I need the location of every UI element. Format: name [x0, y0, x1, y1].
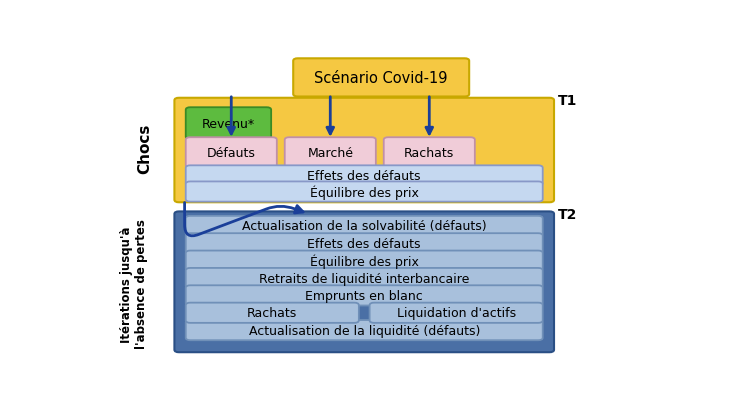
- Text: Défauts: Défauts: [207, 146, 255, 160]
- FancyBboxPatch shape: [174, 99, 554, 203]
- FancyBboxPatch shape: [293, 59, 469, 97]
- FancyBboxPatch shape: [185, 285, 542, 306]
- Text: Itérations jusqu'à
l'absence de pertes: Itérations jusqu'à l'absence de pertes: [120, 219, 147, 348]
- FancyBboxPatch shape: [369, 303, 542, 323]
- FancyBboxPatch shape: [285, 138, 376, 168]
- FancyBboxPatch shape: [185, 268, 542, 288]
- Text: Chocs: Chocs: [137, 123, 153, 173]
- FancyBboxPatch shape: [185, 216, 542, 236]
- FancyBboxPatch shape: [185, 320, 542, 340]
- FancyBboxPatch shape: [185, 303, 359, 323]
- FancyBboxPatch shape: [384, 138, 474, 168]
- Text: Effets des défauts: Effets des défauts: [307, 169, 421, 182]
- FancyBboxPatch shape: [185, 166, 542, 186]
- FancyBboxPatch shape: [185, 182, 542, 202]
- Text: Équilibre des prix: Équilibre des prix: [310, 185, 419, 199]
- FancyBboxPatch shape: [185, 234, 542, 254]
- Text: Actualisation de la solvabilité (défauts): Actualisation de la solvabilité (défauts…: [242, 220, 486, 233]
- Text: Retraits de liquidité interbancaire: Retraits de liquidité interbancaire: [259, 272, 469, 285]
- Text: Actualisation de la liquidité (défauts): Actualisation de la liquidité (défauts): [248, 324, 480, 337]
- Text: Rachats: Rachats: [404, 146, 454, 160]
- FancyBboxPatch shape: [174, 212, 554, 353]
- Text: Rachats: Rachats: [247, 306, 297, 319]
- Text: Effets des défauts: Effets des défauts: [307, 237, 421, 250]
- FancyBboxPatch shape: [185, 251, 542, 271]
- Text: T2: T2: [558, 207, 577, 221]
- Text: Revenu*: Revenu*: [202, 117, 255, 130]
- FancyBboxPatch shape: [185, 108, 271, 140]
- FancyBboxPatch shape: [185, 138, 277, 168]
- Text: Emprunts en blanc: Emprunts en blanc: [305, 289, 423, 302]
- Text: Scénario Covid-19: Scénario Covid-19: [315, 71, 448, 86]
- Text: Marché: Marché: [307, 146, 353, 160]
- Text: Équilibre des prix: Équilibre des prix: [310, 254, 419, 268]
- Text: Liquidation d'actifs: Liquidation d'actifs: [396, 306, 515, 319]
- Text: T1: T1: [558, 94, 577, 108]
